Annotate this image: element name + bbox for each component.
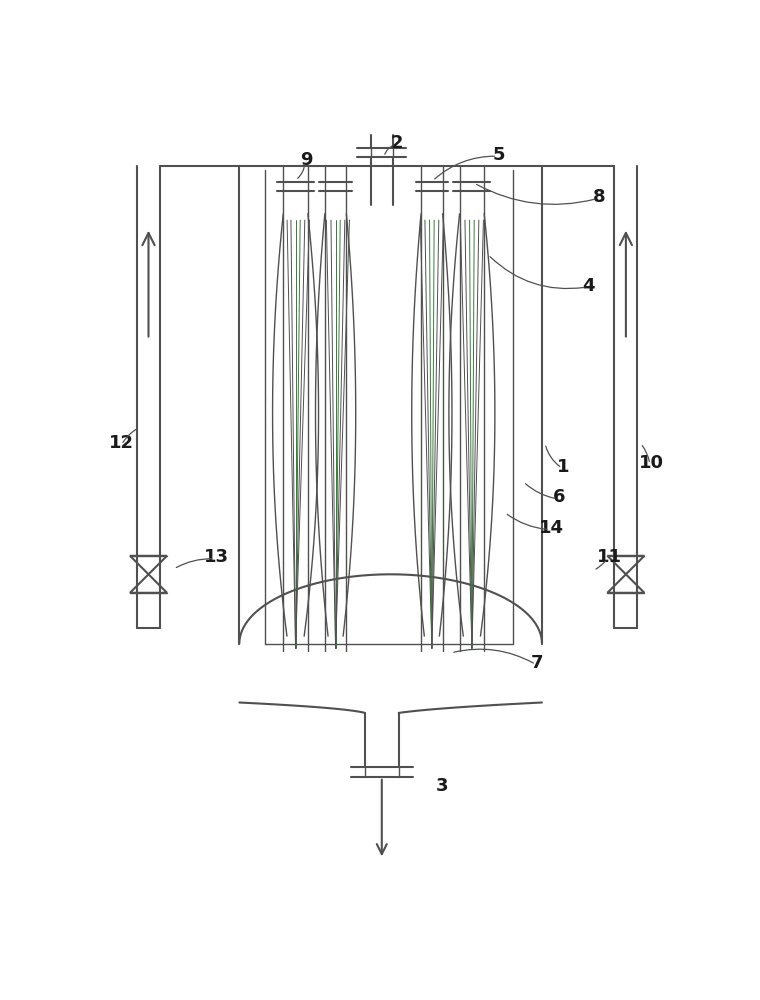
Text: 12: 12 (109, 434, 134, 452)
Text: 1: 1 (557, 458, 570, 476)
Polygon shape (130, 556, 167, 574)
Text: 6: 6 (553, 488, 565, 506)
Text: 11: 11 (597, 548, 622, 566)
Text: 3: 3 (435, 777, 448, 795)
Text: 5: 5 (492, 146, 505, 164)
Text: 7: 7 (531, 654, 543, 672)
Text: 2: 2 (391, 134, 404, 152)
Text: 8: 8 (593, 188, 605, 206)
Text: 14: 14 (539, 519, 564, 537)
Polygon shape (607, 556, 644, 574)
Text: 13: 13 (204, 548, 229, 566)
Text: 9: 9 (300, 151, 312, 169)
Polygon shape (130, 574, 167, 593)
Polygon shape (607, 574, 644, 593)
Text: 4: 4 (582, 277, 594, 295)
Text: 10: 10 (639, 454, 663, 472)
